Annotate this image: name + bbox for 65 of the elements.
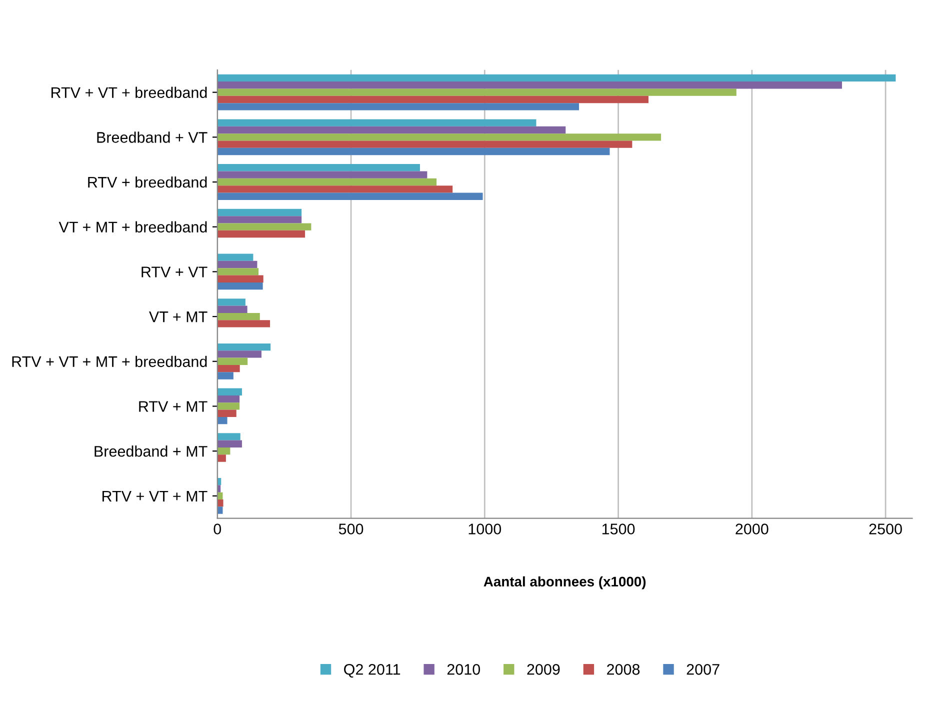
bar (217, 500, 224, 507)
bar (217, 134, 662, 141)
bar (217, 88, 736, 96)
bar (217, 364, 240, 372)
bar (217, 82, 842, 89)
bar (217, 254, 254, 261)
x-tick-label: 0 (214, 524, 222, 534)
y-tick-label: RTV + MT (139, 401, 208, 412)
bar (217, 192, 483, 200)
bar (217, 416, 228, 424)
x-axis-title: Aantal abonnees (x1000) (484, 576, 646, 590)
bar (217, 358, 248, 365)
bar (217, 186, 453, 193)
bar (217, 103, 579, 110)
bar (217, 395, 240, 403)
legend-label: 2010 (447, 664, 480, 675)
bar (217, 433, 240, 440)
y-tick-label: RTV + breedband (88, 176, 207, 188)
bar (217, 388, 242, 396)
bar (217, 282, 263, 290)
bar (217, 260, 258, 268)
legend-label: 2008 (607, 664, 640, 675)
bar (217, 148, 610, 156)
y-tick-label: RTV + VT + breedband (51, 86, 207, 98)
x-tick-label: 1500 (602, 524, 635, 534)
bar (217, 275, 264, 282)
bar (217, 230, 306, 238)
bar (217, 350, 262, 358)
bar (217, 223, 312, 230)
bar (217, 372, 234, 380)
bar (217, 298, 246, 306)
x-tick-label: 1000 (468, 524, 502, 534)
x-tick-label: 500 (338, 524, 364, 534)
bar (217, 96, 648, 104)
bar (217, 312, 260, 320)
y-tick-label: RTV + VT (142, 266, 208, 278)
bar (217, 454, 226, 462)
bar (217, 447, 230, 455)
legend-label: 2007 (686, 664, 720, 675)
bar (217, 320, 270, 328)
bar (217, 343, 271, 351)
bar (217, 119, 536, 126)
bar (217, 306, 248, 313)
bar (217, 268, 259, 276)
y-tick-label: Breedband + VT (97, 132, 208, 143)
y-tick-label: VT + MT (149, 312, 208, 322)
bar (217, 440, 242, 448)
y-tick-label: VT + MT + breedband (58, 221, 207, 233)
bar (217, 410, 236, 417)
bar (217, 216, 302, 224)
legend-label: 2009 (527, 664, 560, 675)
legend-label: Q2 2011 (344, 664, 400, 678)
bar (217, 402, 240, 410)
bar (217, 164, 420, 172)
x-tick-label: 2500 (869, 524, 902, 534)
bar (217, 178, 437, 186)
y-tick-label: RTV + VT + MT (102, 490, 208, 502)
bar (217, 74, 896, 82)
bar (217, 208, 302, 216)
bar (217, 140, 632, 148)
x-tick-label: 2000 (736, 524, 768, 534)
bar (217, 171, 428, 178)
y-tick-label: Breedband + MT (94, 446, 208, 457)
y-tick-label: RTV + VT + MT + breedband (12, 356, 207, 368)
bar (217, 126, 566, 134)
